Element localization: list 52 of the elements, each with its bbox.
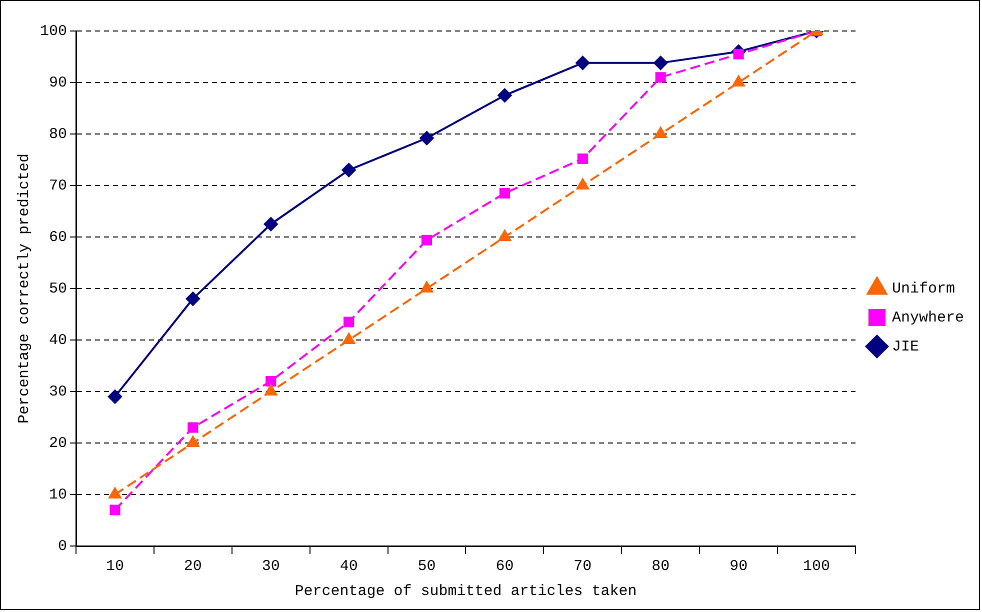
y-axis-title: Percentage correctly predicted	[16, 153, 33, 424]
point	[654, 56, 668, 70]
y-tick-label: 70	[48, 177, 68, 194]
y-tick-label: 80	[48, 126, 68, 143]
point	[108, 488, 122, 498]
x-axis-title: Percentage of submitted articles taken	[294, 582, 637, 600]
legend-label: Anywhere	[892, 309, 964, 326]
x-tick-label: 30	[262, 558, 280, 575]
y-tick-label: 0	[58, 538, 68, 555]
point	[342, 163, 356, 178]
x-tick-label: 90	[730, 558, 748, 575]
y-tick-label: 50	[48, 280, 68, 298]
point	[110, 504, 120, 516]
point	[655, 72, 666, 83]
y-tick-label: 20	[48, 434, 68, 452]
y-tick-label: 90	[48, 74, 68, 92]
point	[420, 131, 434, 146]
point	[732, 76, 745, 86]
point	[498, 88, 512, 102]
point	[499, 188, 510, 198]
point	[576, 56, 590, 70]
point	[422, 234, 432, 246]
point	[344, 316, 354, 328]
y-tick-label: 10	[48, 486, 68, 504]
point	[654, 127, 667, 138]
y-tick-label: 100	[40, 22, 68, 40]
point	[188, 422, 198, 433]
point	[264, 217, 278, 232]
legend-label: JIE	[892, 338, 920, 356]
y-tick-label: 60	[48, 228, 68, 246]
point	[420, 282, 433, 292]
y-tick-label: 30	[48, 383, 68, 400]
point	[108, 390, 122, 404]
x-tick-label: 80	[652, 558, 670, 575]
y-tick-label: 40	[48, 332, 68, 349]
x-tick-label: 50	[418, 558, 436, 575]
x-tick-label: 10	[106, 558, 124, 575]
point	[264, 384, 278, 396]
point	[577, 153, 588, 164]
point	[342, 333, 356, 344]
point	[733, 48, 744, 60]
x-tick-label: 60	[496, 558, 514, 575]
x-tick-label: 40	[340, 558, 358, 575]
legend-label: Uniform	[892, 280, 956, 298]
point	[498, 230, 511, 241]
point	[266, 376, 276, 386]
point	[576, 178, 589, 190]
point	[186, 436, 200, 447]
x-tick-label: 100	[803, 558, 830, 575]
x-tick-label: 70	[574, 558, 592, 575]
x-tick-label: 20	[184, 558, 202, 575]
point	[186, 292, 200, 306]
